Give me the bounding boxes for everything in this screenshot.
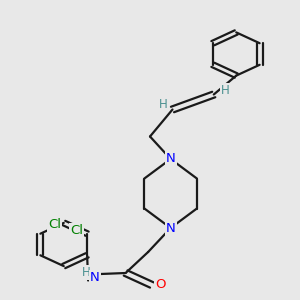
Text: N: N — [90, 271, 100, 284]
Text: N: N — [166, 152, 176, 166]
Text: O: O — [155, 278, 165, 292]
Text: Cl: Cl — [70, 224, 83, 237]
Text: H: H — [220, 83, 230, 97]
Text: N: N — [166, 221, 176, 235]
Text: Cl: Cl — [48, 218, 61, 231]
Text: H: H — [159, 98, 167, 112]
Text: H: H — [82, 266, 91, 279]
